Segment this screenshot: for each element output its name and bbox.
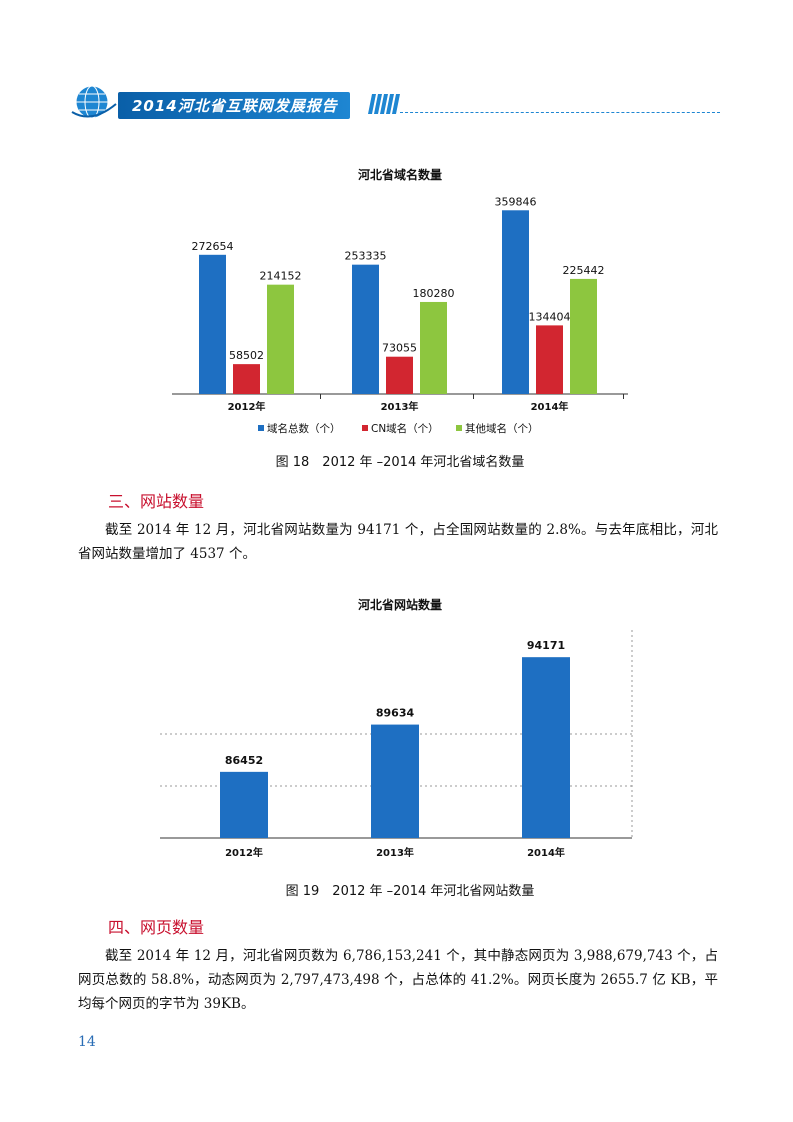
x-tick-label: 2012年 [225, 846, 263, 859]
bar [536, 325, 563, 394]
x-tick-label: 2013年 [376, 846, 414, 859]
section4-paragraph: 截至 2014 年 12 月，河北省网页数为 6,786,153,241 个，其… [78, 948, 718, 1012]
figure18-chart-title: 河北省域名数量 [357, 168, 442, 182]
legend-swatch [456, 425, 462, 431]
data-label: 180280 [413, 287, 455, 300]
bar [220, 771, 268, 838]
globe-logo-icon [71, 85, 117, 119]
bar [386, 356, 413, 394]
legend-entry: 其他域名（个） [465, 422, 539, 435]
bar [522, 657, 570, 838]
legend-swatch [258, 425, 264, 431]
bar [371, 724, 419, 838]
bar [233, 364, 260, 394]
legend-swatch [362, 425, 368, 431]
x-tick-label: 2014年 [527, 846, 565, 859]
data-label: 58502 [229, 349, 264, 362]
header-stripes-decoration [368, 94, 400, 114]
bar [502, 210, 529, 394]
figure19-bar-chart: 86452 2012年 89634 2013年 94171 2014年 [160, 630, 633, 859]
data-label: 89634 [376, 707, 415, 720]
data-label: 359846 [495, 195, 537, 208]
figure18-caption: 图 18 2012 年 –2014 年河北省域名数量 [275, 455, 525, 470]
figure18-bar-chart: 272654 58502 214152 2012年 253335 73055 180280 2… [172, 195, 628, 435]
legend-entry: CN域名（个） [371, 422, 439, 435]
bar [570, 278, 597, 394]
figure19-caption: 图 19 2012 年 –2014 年河北省网站数量 [285, 884, 535, 899]
bar [267, 284, 294, 394]
x-tick-label: 2013年 [381, 400, 419, 413]
data-label: 272654 [192, 240, 234, 253]
data-label: 214152 [260, 270, 302, 283]
data-label: 253335 [345, 250, 387, 263]
section4-heading: 四、网页数量 [108, 918, 205, 937]
report-title: 2014河北省互联网发展报告 [118, 92, 350, 119]
header-dashed-line [400, 112, 720, 113]
section3-heading: 三、网站数量 [108, 492, 205, 511]
legend-entry: 域名总数（个） [267, 422, 341, 435]
x-tick-label: 2012年 [228, 400, 266, 413]
figure19-chart-title: 河北省网站数量 [357, 598, 442, 612]
page-header: 2014河北省互联网发展报告 [70, 82, 720, 122]
bar [352, 264, 379, 394]
data-label: 73055 [382, 342, 417, 355]
page-number: 14 [78, 1034, 96, 1050]
section3-paragraph: 截至 2014 年 12 月，河北省网站数量为 94171 个，占全国网站数量的… [78, 522, 718, 562]
data-label: 86452 [225, 754, 263, 767]
bar [420, 301, 447, 394]
data-label: 225442 [563, 264, 605, 277]
data-label: 134404 [529, 310, 571, 323]
x-tick-label: 2014年 [531, 400, 569, 413]
bar [199, 254, 226, 394]
data-label: 94171 [527, 639, 565, 652]
